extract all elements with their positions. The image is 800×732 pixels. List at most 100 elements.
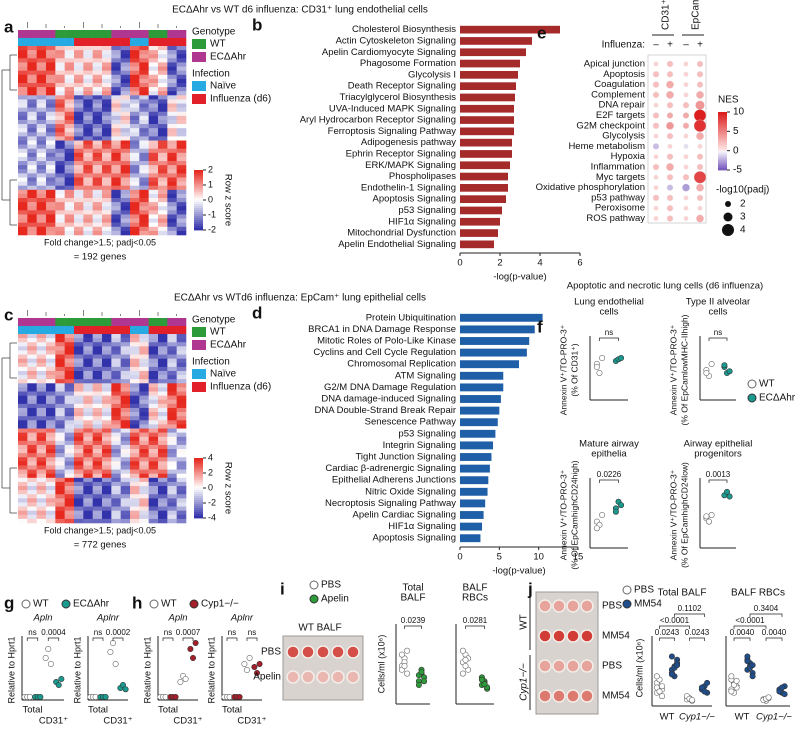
heatmap-cell (120, 391, 131, 396)
dot (683, 195, 689, 201)
heatmap-cell (158, 498, 168, 503)
heatmap-cell (36, 128, 47, 133)
heatmap-cell (83, 375, 93, 380)
heatmap-cell (158, 144, 168, 150)
heatmap-cell (46, 395, 56, 401)
heatmap-cell (111, 161, 121, 166)
bar (460, 522, 483, 531)
heatmap-cell (102, 498, 112, 503)
heatmap-cell (83, 473, 93, 479)
heatmap-cell (83, 338, 93, 343)
heatmap-cell (27, 395, 37, 401)
heatmap-cell (27, 428, 37, 433)
heatmap-cell (102, 156, 112, 162)
data-point (421, 678, 428, 685)
significance-bracket (733, 637, 751, 641)
colorbar (194, 470, 203, 473)
heatmap-cell (130, 342, 140, 347)
heatmap-cell (120, 383, 131, 388)
heatmap-cell (92, 428, 103, 433)
category-label: Phagosome Formation (360, 58, 456, 69)
heatmap-cell (36, 387, 47, 392)
heatmap-cell (92, 177, 103, 182)
heatmap-cell (18, 115, 28, 121)
heatmap-cell (102, 226, 112, 232)
heatmap-cell (148, 334, 159, 339)
heatmap-cell (27, 391, 37, 396)
heatmap-cell (176, 206, 187, 211)
heatmap-cell (64, 432, 75, 438)
legend-label: ECΔAhr (210, 340, 247, 351)
row-label: Apoptosis (603, 69, 645, 80)
significance-bracket (182, 637, 194, 641)
bar (460, 476, 489, 485)
dot (682, 102, 690, 109)
heatmap-cell (139, 362, 149, 368)
plot-title: Aplnr (96, 613, 120, 624)
panel-label: h (132, 593, 142, 612)
heatmap-cell (92, 432, 103, 438)
heatmap-cell (111, 189, 121, 195)
heatmap-cell (102, 358, 112, 364)
heatmap-cell (176, 202, 187, 207)
y-axis-label: (% Of EpCamhighCD24high) (569, 460, 579, 569)
heatmap-cell (102, 510, 112, 516)
heatmap-cell (74, 416, 84, 421)
bar (460, 48, 526, 57)
heatmap-cell (55, 156, 65, 162)
heatmap-cell (130, 218, 140, 223)
heatmap-cell (27, 193, 37, 199)
heatmap-cell (102, 490, 112, 495)
heatmap-cell (36, 124, 47, 129)
heatmap-cell (46, 375, 56, 380)
heatmap-cell (111, 412, 121, 417)
heatmap-cell (64, 156, 75, 162)
size-legend-label: 3 (740, 212, 746, 223)
heatmap-cell (120, 99, 131, 104)
heatmap-cell (120, 222, 131, 228)
dot (653, 174, 659, 180)
heatmap-cell (83, 128, 93, 133)
heatmap-cell (74, 58, 84, 63)
heatmap-cell (46, 165, 56, 170)
heatmap-cell (18, 136, 28, 141)
data-point (659, 683, 666, 690)
heatmap-cell (102, 78, 112, 84)
heatmap-cell (55, 128, 65, 133)
heatmap-cell (130, 111, 140, 117)
heatmap-cell (130, 169, 140, 174)
heatmap-cell (111, 165, 121, 170)
heatmap-cell (167, 432, 177, 438)
heatmap-cell (92, 457, 103, 462)
heatmap-cell (176, 91, 187, 96)
heatmap-cell (83, 136, 93, 141)
heatmap-cell (55, 407, 65, 413)
heatmap-cell (102, 436, 112, 442)
legend-label: Influenza (d6) (210, 382, 271, 393)
heatmap-cell (92, 420, 103, 425)
heatmap-cell (176, 407, 187, 413)
heatmap-cell (176, 354, 187, 359)
heatmap-cell (36, 510, 47, 516)
heatmap-cell (111, 407, 121, 413)
heatmap-cell (92, 124, 103, 129)
x-tick-label: Cyp1−/− (756, 712, 792, 723)
heatmap-cell (139, 420, 149, 425)
heatmap-cell (176, 399, 187, 405)
heatmap-cell (130, 210, 140, 215)
dot (695, 100, 705, 110)
heatmap-cell (102, 383, 112, 388)
heatmap-cell (148, 481, 159, 487)
heatmap-cell (167, 416, 177, 421)
dot (683, 61, 689, 67)
dot (683, 82, 689, 87)
heatmap-cell (176, 54, 187, 59)
heatmap-cell (130, 420, 140, 425)
gene-count: = 772 genes (74, 540, 127, 551)
heatmap-cell (176, 144, 187, 150)
size-legend-label: 2 (740, 199, 746, 210)
heatmap-cell (148, 54, 159, 59)
heatmap-cell (148, 453, 159, 458)
heatmap-cell (18, 50, 28, 55)
heatmap-cell (46, 95, 56, 100)
